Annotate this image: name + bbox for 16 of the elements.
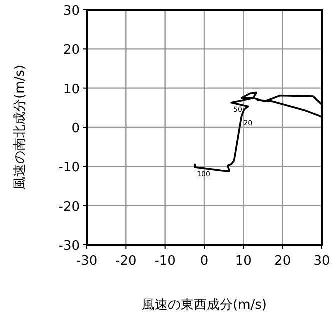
y-tick-label: 0 [72, 122, 80, 136]
y-tick-label: -30 [58, 239, 80, 254]
y-axis-title: 風速の南北成分(m/s) [13, 65, 28, 190]
y-tick-label: 20 [63, 43, 80, 58]
x-tick-label: 20 [274, 254, 292, 269]
x-tick-label: -10 [154, 254, 176, 269]
x-tick-label: -20 [116, 254, 137, 269]
x-tick-label: 30 [314, 254, 330, 269]
y-tick-label: -10 [58, 160, 80, 176]
x-tick-label: 10 [235, 254, 252, 269]
y-tick-label: 10 [63, 82, 80, 98]
y-tick-label: 30 [63, 4, 80, 19]
x-tick-label: -30 [76, 254, 98, 269]
x-axis-title: 風速の東西成分(m/s) [142, 298, 267, 313]
x-tick-label: 0 [200, 254, 209, 269]
y-tick-label: -20 [58, 200, 80, 215]
